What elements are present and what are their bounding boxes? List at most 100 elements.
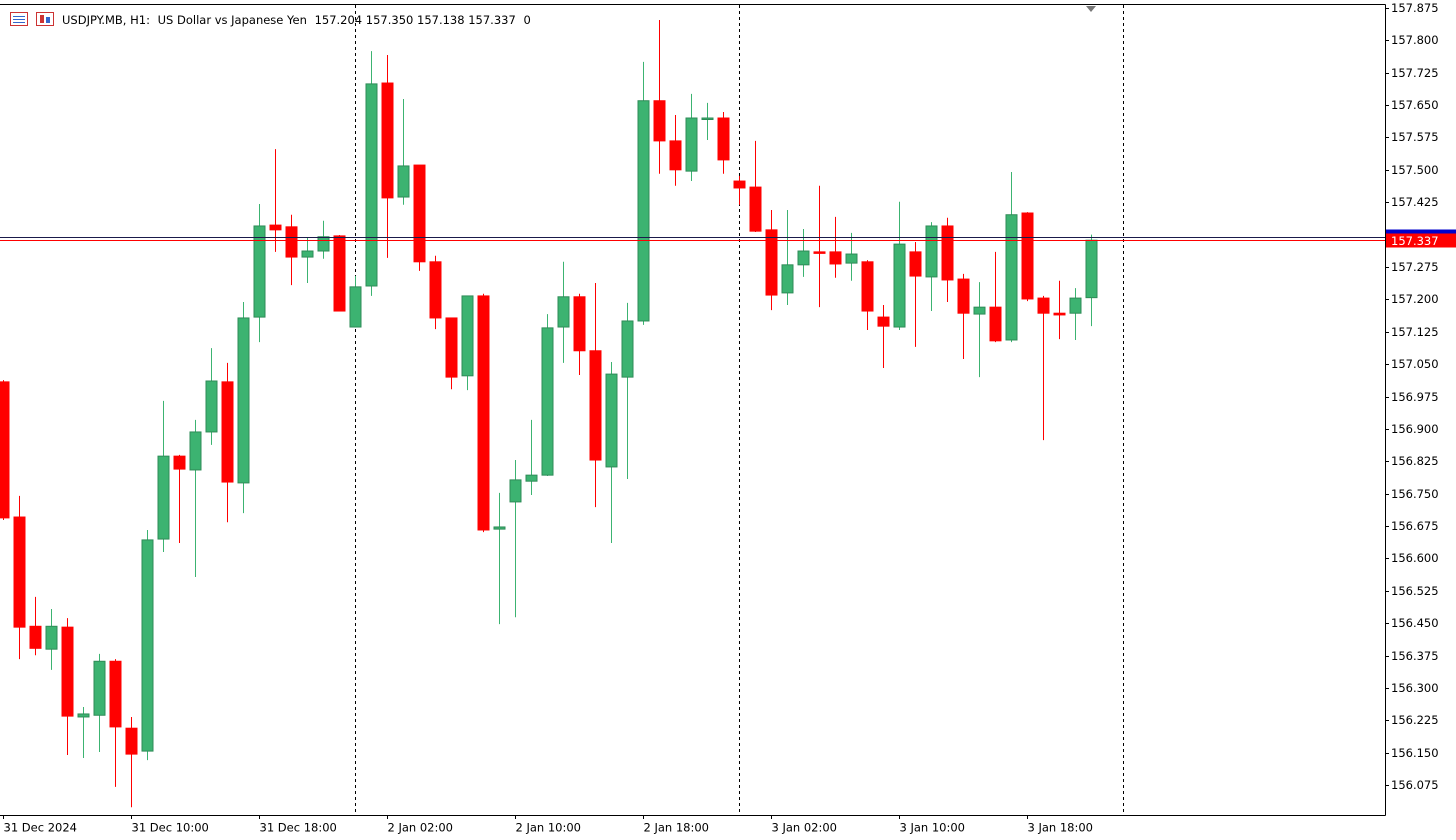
candle-body [717,117,730,161]
candles [0,19,1098,808]
y-tick-label: 157.125 [1391,325,1439,339]
candle-body [365,83,378,287]
candle-body [653,100,666,142]
candle-body [765,229,778,296]
y-tick-label: 157.725 [1391,66,1439,80]
candle-body [989,306,1002,342]
candle-body [621,320,634,378]
candle-body [893,243,906,328]
candle-body [573,296,586,352]
y-tick-label: 156.600 [1391,551,1439,565]
y-tick-label: 156.825 [1391,454,1439,468]
candle-body [813,251,826,254]
icon-chart [36,12,54,26]
candle-body [637,100,650,322]
candle-body [797,250,810,266]
candle-body [445,317,458,378]
x-tick-label: 2 Jan 10:00 [516,821,582,835]
y-tick-label: 156.450 [1391,616,1439,630]
close-text: 157.337 [468,13,516,27]
x-tick-label: 3 Jan 02:00 [772,821,838,835]
candle-body [413,164,426,263]
candle-body [685,117,698,172]
candle-body [877,316,890,327]
candle-body [285,226,298,258]
header-icons [10,12,54,26]
candle-body [461,295,474,377]
candle-body [93,660,106,716]
icon-bar [40,15,44,23]
symbol: USDJPY.MB, H1: [62,13,150,27]
candle-body [669,140,682,171]
x-tick-label: 31 Dec 10:00 [132,821,209,835]
open-text: 157.204 [315,13,363,27]
candle-body [125,727,138,755]
candle-body [829,251,842,265]
y-tick-label: 157.050 [1391,357,1439,371]
ask-marker [1386,229,1456,234]
candle-body [733,180,746,189]
candle-body [701,117,714,121]
y-tick-label: 156.975 [1391,390,1439,404]
candle-body [253,225,266,318]
y-tick-label: 157.575 [1391,130,1439,144]
high-text: 157.350 [366,13,414,27]
candle-body [605,373,618,468]
x-tick-label: 2 Jan 02:00 [388,821,454,835]
candle-body [541,327,554,476]
candle-body [173,455,186,470]
candle-body [957,278,970,314]
y-tick-label: 156.900 [1391,422,1439,436]
candle-body [77,713,90,718]
candle-body [237,317,250,484]
candle-body [0,381,10,519]
candle-body [749,186,762,232]
y-tick-label: 157.275 [1391,260,1439,274]
candle-body [333,235,346,312]
candle-body [189,431,202,471]
y-tick-label: 156.375 [1391,649,1439,663]
candle-body [205,380,218,433]
shift-marker [1086,6,1096,12]
candle-body [909,251,922,277]
candle-body [221,381,234,483]
candle-body [941,225,954,281]
bid-label-box [1386,233,1456,248]
y-tick-label: 156.225 [1391,713,1439,727]
spread: 0 [523,13,530,27]
candle-body [1085,239,1098,299]
bid-label: 157.337 [1391,234,1439,248]
description: US Dollar vs Japanese Yen [158,13,307,27]
y-tick-label: 156.300 [1391,681,1439,695]
candle-body [973,306,986,315]
y-tick-label: 157.500 [1391,163,1439,177]
candle-body [781,264,794,294]
candle-body [477,295,490,531]
y-tick-label: 156.075 [1391,778,1439,792]
x-tick-label: 31 Dec 2024 [4,821,77,835]
header: USDJPY.MB, H1: US Dollar vs Japanese Yen… [62,13,531,27]
y-tick-label: 157.875 [1391,1,1439,15]
candle-body [29,625,42,649]
candle-body [301,250,314,258]
y-tick-label: 157.200 [1391,292,1439,306]
candle-body [157,455,170,540]
candle-body [493,526,506,530]
icon-bar [46,17,50,23]
x-tick-label: 3 Jan 18:00 [1028,821,1094,835]
y-tick-label: 157.800 [1391,33,1439,47]
x-tick-label: 2 Jan 18:00 [644,821,710,835]
candle-body [1021,212,1034,300]
candle-body [509,479,522,503]
candle-body [61,626,74,717]
x-tick-label: 3 Jan 10:00 [900,821,966,835]
candle-body [1005,214,1018,341]
y-tick-label: 157.425 [1391,195,1439,209]
candle-body [1037,297,1050,314]
candle-body [1069,297,1082,314]
candle-body [429,261,442,319]
candle-body [45,625,58,650]
candle-body [925,225,938,278]
candle-body [525,474,538,482]
